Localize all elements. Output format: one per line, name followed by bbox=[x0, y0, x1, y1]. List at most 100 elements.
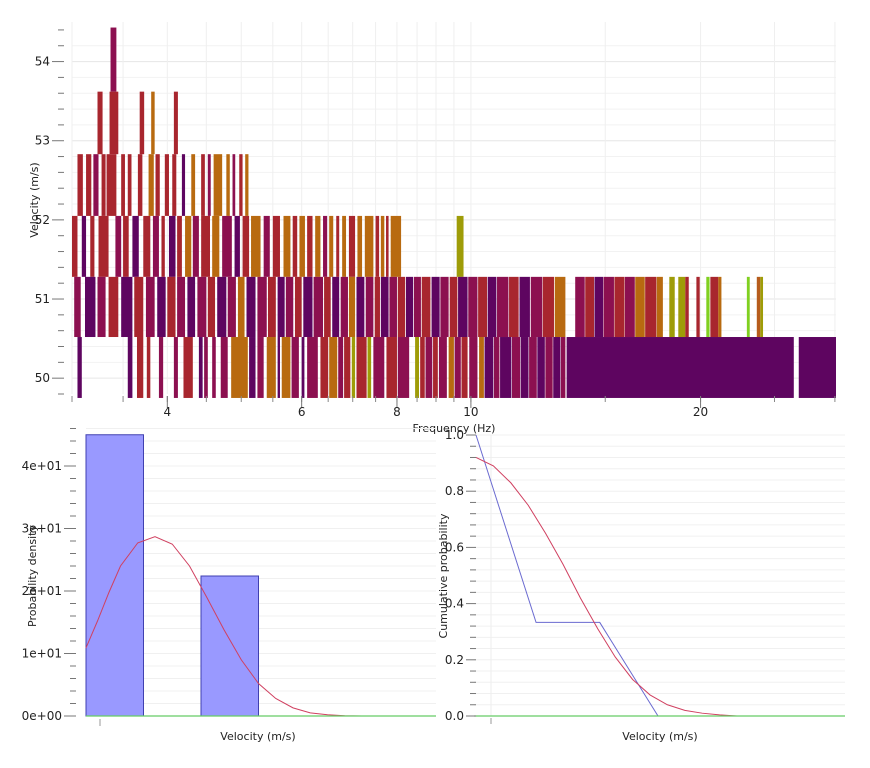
heatmap-cell bbox=[798, 337, 836, 398]
heatmap-cell bbox=[454, 337, 461, 398]
y-tick-label: 1.0 bbox=[445, 428, 464, 442]
heatmap-cell bbox=[146, 337, 151, 398]
heatmap-cell bbox=[594, 276, 604, 338]
heatmap-cell bbox=[161, 215, 165, 277]
histogram-bar bbox=[85, 434, 144, 717]
heatmap-cell bbox=[497, 276, 509, 338]
cdf-lines bbox=[474, 434, 845, 717]
heatmap-cell bbox=[478, 276, 488, 338]
heatmap-cell bbox=[109, 91, 119, 155]
heatmap-cell bbox=[283, 215, 291, 277]
heatmap-cell bbox=[458, 276, 468, 338]
heatmap-cell bbox=[136, 337, 144, 398]
heatmap-cell bbox=[413, 276, 421, 338]
heatmap-cell bbox=[706, 276, 710, 338]
heatmap-cell bbox=[421, 276, 431, 338]
pdf-ylabel: Probability density bbox=[26, 525, 39, 627]
heatmap-cell bbox=[553, 337, 561, 398]
heatmap-cell bbox=[386, 215, 389, 277]
y-tick-label: 0.2 bbox=[445, 653, 464, 667]
heatmap-cell bbox=[386, 337, 397, 398]
y-tick-label: 52 bbox=[35, 213, 50, 227]
heatmap-cell bbox=[390, 215, 402, 277]
heatmap-cell bbox=[760, 276, 764, 338]
heatmap-cell bbox=[367, 337, 372, 398]
heatmap-cell bbox=[201, 154, 205, 216]
heatmap-cell bbox=[389, 276, 397, 338]
heatmap-cell bbox=[173, 337, 178, 398]
heatmap-cell bbox=[281, 337, 291, 398]
heatmap-cell bbox=[756, 276, 761, 338]
cdf-ylabel: Cumulative probability bbox=[437, 513, 450, 638]
heatmap-cell bbox=[106, 154, 117, 216]
heatmap-cell bbox=[307, 215, 313, 277]
heatmap-cell bbox=[263, 215, 270, 277]
x-tick-label: 8 bbox=[393, 405, 401, 419]
heatmap-cell bbox=[329, 215, 334, 277]
y-tick-label: 53 bbox=[35, 134, 50, 148]
heatmap-cell bbox=[433, 337, 438, 398]
pdf-axes: 0e+00 1e+01 2e+01 3e+01 4e+01 bbox=[22, 428, 101, 726]
heatmap-cell bbox=[127, 337, 133, 398]
heatmap-cell bbox=[98, 215, 109, 277]
heatmap-cell bbox=[299, 215, 305, 277]
heatmap-cell bbox=[132, 215, 139, 277]
heatmap-cell bbox=[438, 337, 447, 398]
heatmap-cell bbox=[307, 337, 318, 398]
heatmap-cell bbox=[519, 276, 530, 338]
heatmap-cell bbox=[560, 337, 566, 398]
heatmap-cell bbox=[440, 276, 449, 338]
heatmap-cell bbox=[237, 276, 245, 338]
heatmap-cell bbox=[373, 337, 385, 398]
cdf-grid bbox=[474, 434, 845, 717]
heatmap-cell bbox=[340, 276, 348, 338]
heatmap-cell bbox=[348, 276, 356, 338]
heatmap-cell bbox=[257, 276, 267, 338]
heatmap-cell bbox=[207, 154, 211, 216]
heatmap-cell bbox=[201, 215, 211, 277]
heatmap-cell bbox=[374, 276, 380, 338]
heatmap-cell bbox=[468, 276, 478, 338]
heatmap-cell bbox=[245, 154, 249, 216]
heatmap-cell bbox=[656, 276, 663, 338]
heatmap-cell bbox=[431, 276, 440, 338]
heatmap-cell bbox=[266, 337, 276, 398]
heatmap-ylabel: Velocity (m/s) bbox=[28, 162, 41, 237]
heatmap-cell bbox=[84, 276, 96, 338]
heatmap-cell bbox=[213, 154, 223, 216]
heatmap-cell bbox=[97, 276, 106, 338]
heatmap-cell bbox=[198, 337, 203, 398]
heatmap-cell bbox=[291, 337, 299, 398]
y-tick-label: 0.6 bbox=[445, 540, 464, 554]
heatmap-cell bbox=[746, 276, 750, 338]
x-tick-label: 10 bbox=[463, 405, 478, 419]
heatmap-cell bbox=[155, 154, 160, 216]
heatmap-cell bbox=[542, 276, 554, 338]
heatmap-cell bbox=[487, 276, 497, 338]
y-tick-label: 51 bbox=[35, 292, 50, 306]
heatmap-cell bbox=[121, 154, 125, 216]
heatmap-cell bbox=[425, 337, 433, 398]
heatmap-cells bbox=[72, 27, 836, 398]
heatmap-cell bbox=[222, 215, 232, 277]
heatmap-cell bbox=[493, 337, 500, 398]
heatmap-cell bbox=[357, 215, 363, 277]
heatmap-cell bbox=[239, 154, 243, 216]
heatmap-cell bbox=[348, 215, 356, 277]
y-tick-label: 0.4 bbox=[445, 597, 464, 611]
heatmap-cell bbox=[380, 276, 389, 338]
heatmap-cell bbox=[217, 276, 227, 338]
heatmap-axes: 50 51 52 53 54 4 6 8 10 20 bbox=[35, 29, 836, 419]
heatmap-cell bbox=[257, 337, 264, 398]
y-tick-label: 54 bbox=[35, 55, 50, 69]
heatmap-cell bbox=[323, 215, 328, 277]
heatmap-cell bbox=[251, 215, 261, 277]
heatmap-cell bbox=[207, 276, 216, 338]
heatmap-cell bbox=[566, 337, 794, 398]
heatmap-cell bbox=[172, 154, 177, 216]
heatmap-cell bbox=[338, 337, 344, 398]
heatmap-cell bbox=[187, 276, 196, 338]
heatmap-panel: 50 51 52 53 54 4 6 8 10 20 Frequency (Hz) Velocit… bbox=[28, 22, 836, 435]
heatmap-cell bbox=[364, 215, 374, 277]
heatmap-cell bbox=[461, 337, 468, 398]
